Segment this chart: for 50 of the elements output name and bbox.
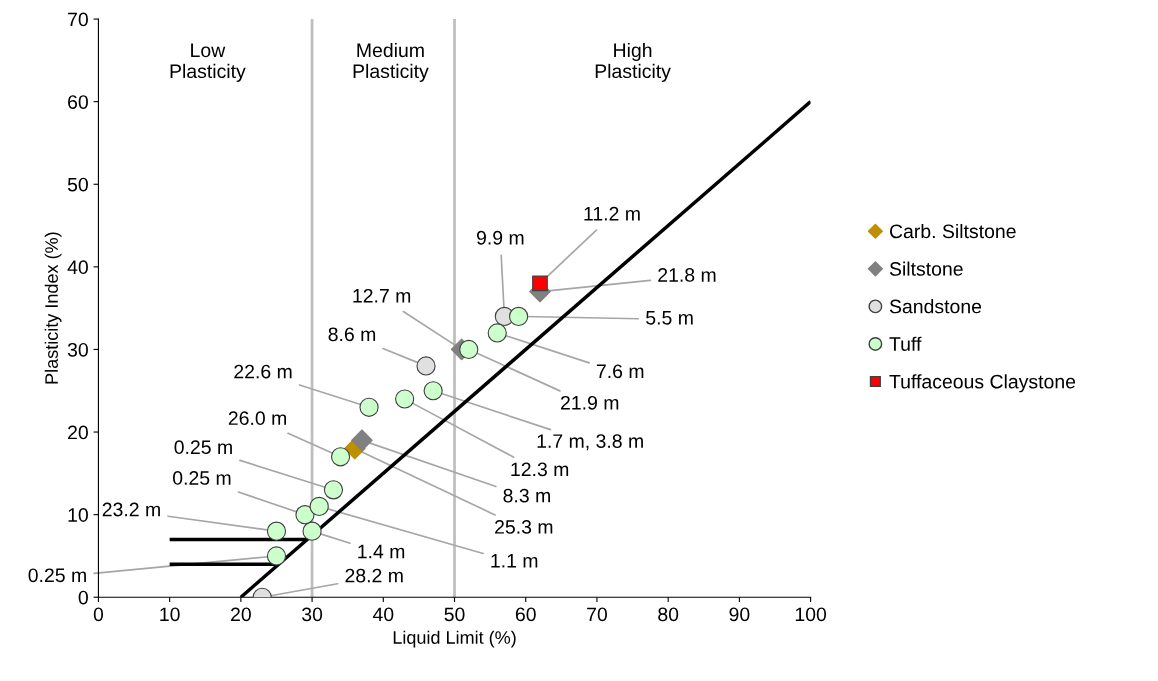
y-tick-label: 50 bbox=[67, 177, 88, 192]
legend-label: Sandstone bbox=[889, 299, 982, 314]
annotation: 1.4 m bbox=[358, 544, 405, 559]
annotation: 12.3 m bbox=[511, 462, 569, 477]
annotation: High Plasticity bbox=[595, 42, 671, 82]
x-tick-label: 100 bbox=[795, 607, 827, 622]
y-tick-label: 60 bbox=[68, 95, 88, 109]
x-tick-label: 10 bbox=[160, 607, 180, 622]
annotation: 25.3 m bbox=[495, 520, 553, 534]
annotation: 8.6 m bbox=[328, 327, 376, 342]
x-tick-label: 20 bbox=[231, 607, 251, 622]
annotation: 21.8 m bbox=[658, 268, 716, 282]
y-tick-label: 40 bbox=[67, 260, 88, 275]
annotation: 1.1 m bbox=[491, 554, 538, 568]
annotation: 9.9 m bbox=[476, 230, 524, 245]
x-tick-label: 50 bbox=[444, 607, 465, 622]
x-tick-label: 30 bbox=[302, 607, 323, 622]
annotation: 1.7 m, 3.8 m bbox=[537, 434, 643, 451]
annotation: 0.25 m bbox=[174, 440, 232, 455]
y-tick-label: 30 bbox=[67, 342, 88, 357]
y-tick-label: 10 bbox=[68, 508, 88, 522]
x-tick-label: 70 bbox=[587, 607, 607, 622]
annotation: 26.0 m bbox=[228, 411, 287, 426]
legend-label: Carb. Siltstone bbox=[889, 223, 1016, 239]
annotation: 0.25 m bbox=[28, 568, 86, 583]
annotation: 22.6 m bbox=[234, 364, 292, 379]
annotation: 7.6 m bbox=[596, 364, 644, 379]
legend-label: Tuffaceous Claystone bbox=[889, 374, 1076, 393]
y-tick-label: 20 bbox=[68, 425, 88, 440]
x-tick-label: 90 bbox=[729, 607, 750, 622]
annotation: 0.25 m bbox=[173, 471, 231, 485]
annotation: 28.2 m bbox=[345, 568, 403, 583]
x-tick-label: 0 bbox=[93, 607, 104, 622]
annotation: Medium Plasticity bbox=[353, 42, 429, 82]
legend-label: Siltstone bbox=[889, 261, 963, 276]
x-tick-label: 60 bbox=[515, 607, 536, 622]
y-tick-label: 0 bbox=[78, 590, 88, 605]
annotation: 8.3 m bbox=[503, 488, 550, 503]
annotation: 12.7 m bbox=[353, 288, 411, 303]
annotation: 23.2 m bbox=[102, 502, 160, 517]
y-axis-title: Plasticity Index (%) bbox=[44, 232, 62, 384]
legend-label: Tuff bbox=[889, 336, 922, 351]
annotation: 5.5 m bbox=[646, 311, 693, 325]
annotation: 11.2 m bbox=[584, 206, 640, 221]
x-axis-title: Liquid Limit (%) bbox=[393, 630, 516, 648]
x-tick-label: 80 bbox=[658, 607, 679, 622]
annotation: 21.9 m bbox=[561, 395, 619, 410]
x-tick-label: 40 bbox=[372, 607, 394, 622]
annotation: Low Plasticity bbox=[170, 43, 246, 82]
y-tick-label: 70 bbox=[68, 12, 88, 27]
